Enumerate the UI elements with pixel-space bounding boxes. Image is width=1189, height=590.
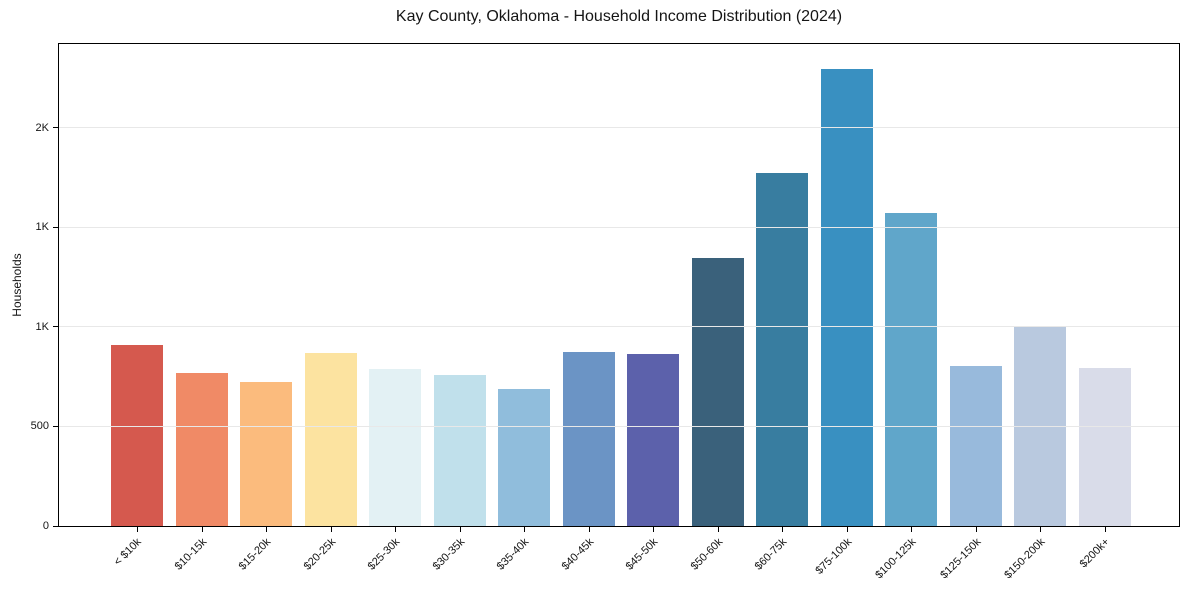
- chart-title: Kay County, Oklahoma - Household Income …: [395, 8, 843, 25]
- x-tick-label-12: $100-125k: [872, 536, 918, 582]
- plot-inner: 0 500 1K 1K 2K < $10k $10-15k $15-20k $20-25k $25…: [31, 44, 1179, 581]
- bar-6: [498, 388, 551, 526]
- plot-area: 0 500 1K 1K 2K < $10k $10-15k $15-20k $20-25k $25…: [31, 43, 1180, 581]
- bar-1: [175, 372, 228, 526]
- bar-5: [433, 374, 486, 526]
- x-tick-label-4: $25-30k: [365, 536, 402, 573]
- bar-slot-1: [170, 44, 235, 526]
- x-axis-tick: [1105, 527, 1106, 532]
- x-axis-tick: [653, 527, 654, 532]
- x-axis-tick: [1040, 527, 1041, 532]
- x-tick-label-3: $20-25k: [301, 536, 338, 573]
- bar-7: [562, 351, 615, 526]
- x-tick-label-8: $45-50k: [623, 536, 660, 573]
- y-axis-tick: [53, 425, 58, 427]
- bar-10: [756, 173, 809, 526]
- x-tick-label-2: $15-20k: [236, 536, 273, 573]
- gridline: [59, 326, 1179, 328]
- x-tick-label-11: $75-100k: [813, 536, 854, 577]
- bar-slot-4: [363, 44, 428, 526]
- bar-slot-6: [492, 44, 557, 526]
- bar-slot-10: [750, 44, 815, 526]
- x-axis-tick: [460, 527, 461, 532]
- bar-4: [369, 368, 422, 526]
- y-axis-tick: [53, 127, 58, 129]
- bar-slot-11: [815, 44, 880, 526]
- y-tick-label-3: 1K: [35, 221, 49, 234]
- bar-slot-0: [105, 44, 170, 526]
- x-axis-tick: [524, 527, 525, 532]
- x-tick-label-0: < $10k: [111, 536, 144, 569]
- bar-slot-15: [1073, 44, 1138, 526]
- x-tick-label-10: $60-75k: [752, 536, 789, 573]
- x-tick-label-1: $10-15k: [172, 536, 209, 573]
- y-tick-label-2: 1K: [35, 320, 49, 333]
- bar-9: [691, 258, 744, 526]
- x-axis-tick: [911, 527, 912, 532]
- bar-slot-7: [557, 44, 622, 526]
- x-axis-tick: [137, 527, 138, 532]
- bar-slot-14: [1008, 44, 1073, 526]
- y-axis-tick: [53, 326, 58, 328]
- bar-slot-5: [428, 44, 493, 526]
- x-tick-label-15: $200k+: [1077, 536, 1112, 571]
- x-axis-tick: [202, 527, 203, 532]
- x-tick-label-5: $30-35k: [430, 536, 467, 573]
- bar-2: [240, 381, 293, 526]
- y-axis-tick: [53, 226, 58, 228]
- x-tick-label-13: $125-150k: [937, 536, 983, 582]
- x-tick-label-14: $150-200k: [1001, 536, 1047, 582]
- bar-slot-12: [879, 44, 944, 526]
- bar-8: [627, 353, 680, 526]
- x-axis-tick: [847, 527, 848, 532]
- y-tick-label-0: 0: [42, 520, 49, 532]
- bar-12: [885, 213, 938, 526]
- bar-slot-8: [621, 44, 686, 526]
- x-tick-label-7: $40-45k: [559, 536, 596, 573]
- y-tick-label-4: 2K: [35, 121, 49, 134]
- bar-15: [1078, 367, 1131, 526]
- y-tick-label-1: 500: [30, 420, 49, 433]
- gridline: [59, 425, 1179, 427]
- x-axis-tick: [976, 527, 977, 532]
- x-tick-label-9: $50-60k: [688, 536, 725, 573]
- gridline: [59, 127, 1179, 129]
- bar-slot-3: [299, 44, 364, 526]
- x-axis-tick: [331, 527, 332, 532]
- bar-slot-9: [686, 44, 751, 526]
- bar-3: [304, 352, 357, 526]
- bars-container: [59, 44, 1179, 526]
- y-axis-tick: [53, 525, 58, 527]
- y-axis-label: Households: [10, 253, 24, 317]
- bar-11: [820, 68, 873, 526]
- bar-13: [949, 365, 1002, 526]
- x-axis-tick: [395, 527, 396, 532]
- bar-0: [111, 344, 164, 526]
- bar-slot-2: [234, 44, 299, 526]
- bar-slot-13: [944, 44, 1009, 526]
- x-axis-tick: [266, 527, 267, 532]
- x-axis-tick: [718, 527, 719, 532]
- x-tick-label-6: $35-40k: [494, 536, 531, 573]
- x-axis-tick: [782, 527, 783, 532]
- gridline: [59, 226, 1179, 228]
- x-axis-tick: [589, 527, 590, 532]
